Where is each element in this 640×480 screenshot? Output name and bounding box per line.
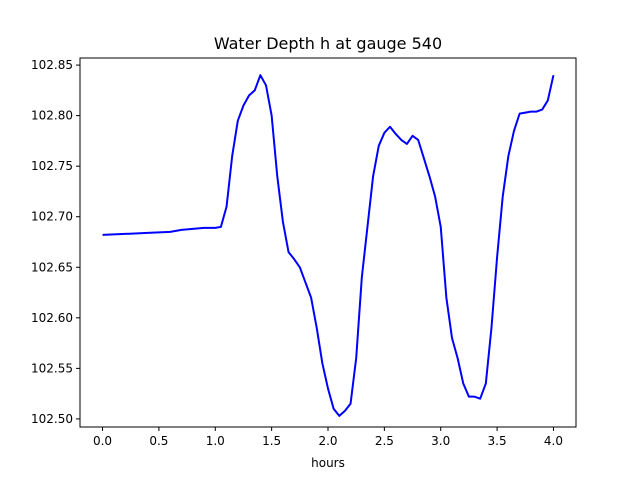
y-tick-label: 102.85: [31, 58, 73, 72]
x-axis-label: hours: [311, 456, 345, 470]
x-tick-label: 0.0: [93, 434, 112, 448]
chart-title: Water Depth h at gauge 540: [214, 34, 442, 53]
y-tick-label: 102.55: [31, 361, 73, 375]
y-tick-label: 102.80: [31, 109, 73, 123]
plot-area: 0.0 0.5 1.0 1.5 2.0 2.5 3.0 3.5 4.0 102.50 102.55 1…: [31, 57, 577, 448]
x-tick-label: 4.0: [544, 434, 563, 448]
x-tick-label: 3.5: [488, 434, 507, 448]
x-tick-label: 0.5: [149, 434, 168, 448]
x-tick-label: 2.5: [375, 434, 394, 448]
x-tick-label: 1.0: [206, 434, 225, 448]
x-tick-label: 3.0: [431, 434, 450, 448]
x-tick-label: 1.5: [262, 434, 281, 448]
y-tick-label: 102.70: [31, 210, 73, 224]
plot-frame: [79, 57, 577, 428]
x-tick-label: 2.0: [318, 434, 337, 448]
y-tick-label: 102.75: [31, 159, 73, 173]
y-tick-label: 102.50: [31, 412, 73, 426]
y-tick-label: 102.65: [31, 260, 73, 274]
series-line-0: [102, 74, 555, 417]
y-tick-label: 102.60: [31, 311, 73, 325]
